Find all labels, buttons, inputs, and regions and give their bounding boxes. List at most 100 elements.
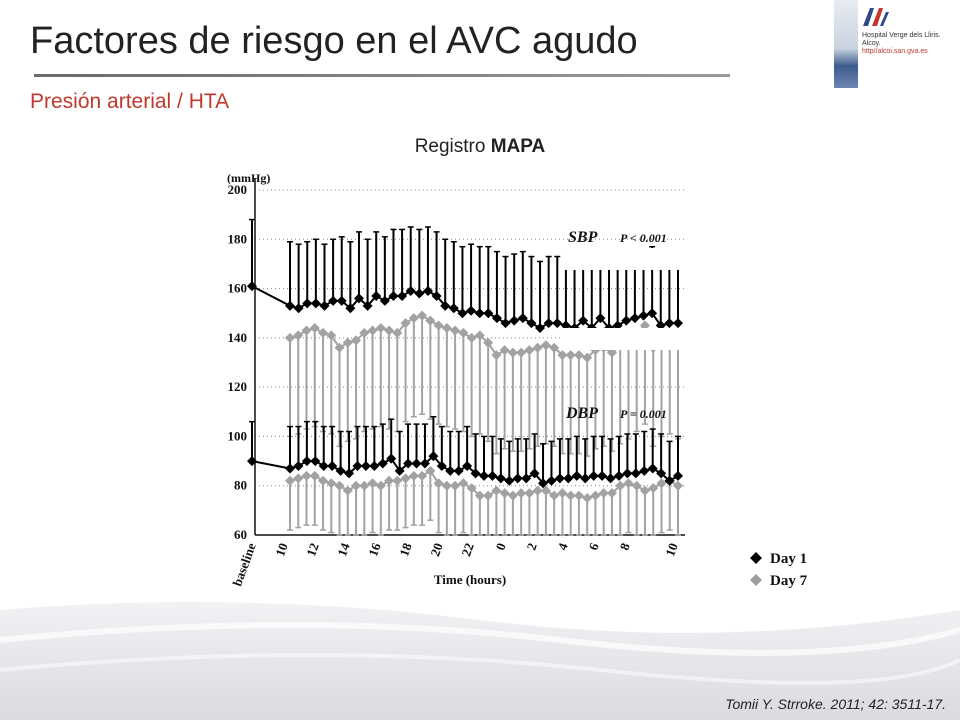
sbp-day1-marker (319, 300, 330, 311)
sbp-day7-marker (433, 320, 444, 331)
y-tick-label: 200 (228, 182, 248, 197)
sbp-day7-marker (309, 323, 320, 333)
sbp-day7-marker (466, 332, 477, 343)
dbp-day7-marker (367, 478, 378, 489)
sbp-day1-marker (422, 286, 433, 297)
dbp-day7-marker (516, 488, 527, 499)
x-tick-label: 2 (524, 541, 540, 552)
x-tick-label: 18 (396, 540, 415, 558)
x-tick-label: 6 (586, 540, 602, 552)
dbp-day7-marker (474, 490, 485, 501)
dbp-day7-marker (375, 480, 386, 491)
sbp-day7-marker (285, 332, 295, 343)
dbp-day1-marker (597, 470, 608, 481)
dbp-day7-marker (565, 490, 576, 501)
dbp-day1-marker (386, 453, 397, 464)
x-tick-label: 4 (555, 540, 571, 552)
dbp-day7-marker (384, 475, 395, 486)
sbp-day7-marker (351, 335, 362, 346)
dbp-day1-marker (428, 451, 439, 462)
sbp-day7-marker (400, 318, 411, 329)
sbp-day1-marker (440, 300, 451, 311)
legend-marker (750, 574, 762, 586)
dbp-day1-marker (521, 473, 532, 484)
chart-caption-prefix: Registro (414, 136, 491, 157)
sbp-day1-marker (509, 315, 520, 326)
dbp-day1-marker (377, 458, 388, 469)
dbp-day1-marker (647, 463, 658, 474)
dbp-day7-marker (673, 480, 683, 491)
dbp-day7-marker (507, 490, 518, 501)
sbp-day7-marker (474, 330, 485, 341)
dbp-day7-marker (590, 490, 601, 501)
annotation-backdrop (562, 248, 686, 270)
sbp-day7-marker (392, 327, 403, 338)
title-underline (34, 74, 730, 77)
legend-label: Day 7 (770, 573, 808, 589)
dbp-day1-marker (360, 461, 371, 471)
dbp-day7-marker (318, 475, 329, 486)
hospital-name: Hospital Verge dels Lliris. (862, 32, 941, 39)
dbp-day7-marker (615, 480, 626, 491)
dbp-day7-marker (466, 483, 477, 494)
hospital-url[interactable]: http//alcoi.san.gva.es (862, 48, 928, 55)
dbp-day7-marker (557, 488, 568, 499)
sbp-day1-marker (362, 300, 373, 311)
dbp-day1-marker (538, 478, 549, 489)
sbp-day7-marker (524, 345, 535, 356)
dbp-day7-marker (400, 473, 411, 484)
sbp-day7-marker (450, 325, 461, 336)
y-tick-label: 100 (228, 428, 248, 443)
sbp-day1-marker (578, 315, 589, 326)
legend-label: Day 1 (770, 551, 807, 567)
sbp-day1-marker (345, 303, 356, 314)
sbp-day7-marker (342, 337, 353, 348)
dbp-day7-marker (441, 480, 452, 491)
sbp-day1-marker (595, 313, 606, 324)
dbp-day7-marker (656, 478, 667, 489)
sbp-day1-marker (302, 298, 313, 309)
sbp-day1-marker (673, 318, 683, 329)
dbp-day7-marker (408, 470, 419, 481)
dbp-day7-marker (450, 480, 461, 491)
dbp-day7-marker (334, 480, 345, 491)
dbp-day7-marker (540, 485, 551, 496)
sbp-day7-marker (573, 350, 584, 361)
sbp-day7-marker (540, 340, 551, 351)
sbp-day1-marker (405, 286, 416, 297)
dbp-day1-marker (588, 470, 599, 481)
sbp-day1-marker (336, 295, 347, 306)
dbp-day1-marker (301, 456, 312, 467)
dbp-day7-marker (425, 465, 436, 476)
sbp-day7-marker (425, 315, 436, 326)
sbp-day7-marker (301, 325, 312, 336)
sbp-day1-marker (397, 290, 408, 301)
sbp-day7-marker (499, 345, 510, 356)
dbp-day7-marker (491, 485, 502, 496)
hospital-logo-icon (863, 8, 889, 26)
sbp-day7-marker (318, 327, 329, 338)
dbp-day7-marker (309, 470, 320, 481)
sbp-day7-marker (507, 347, 518, 358)
x-tick-label: 12 (303, 541, 322, 558)
x-tick-label: 14 (334, 540, 353, 558)
y-tick-label: 80 (234, 478, 247, 493)
dbp-day7-marker (351, 480, 362, 491)
sbp-day1-marker (474, 308, 485, 319)
dbp-day1-marker (495, 473, 506, 484)
dbp-day1-marker (293, 461, 304, 471)
sbp-day7-marker (417, 310, 428, 321)
slide-title: Factores de riesgo en el AVC agudo (30, 20, 638, 62)
dbp-day1-marker (479, 470, 489, 481)
dbp-label: DBP (565, 405, 598, 422)
dbp-day1-marker (512, 473, 523, 484)
dbp-day7-marker (293, 473, 304, 484)
sbp-day1-marker (353, 293, 364, 304)
annotation-backdrop (562, 328, 686, 350)
dbp-day7-marker (524, 488, 535, 499)
dbp-day1-marker (369, 461, 380, 471)
sbp-day7-marker (532, 342, 543, 353)
dbp-day1-marker (487, 470, 498, 481)
dbp-day1-marker (504, 475, 515, 486)
